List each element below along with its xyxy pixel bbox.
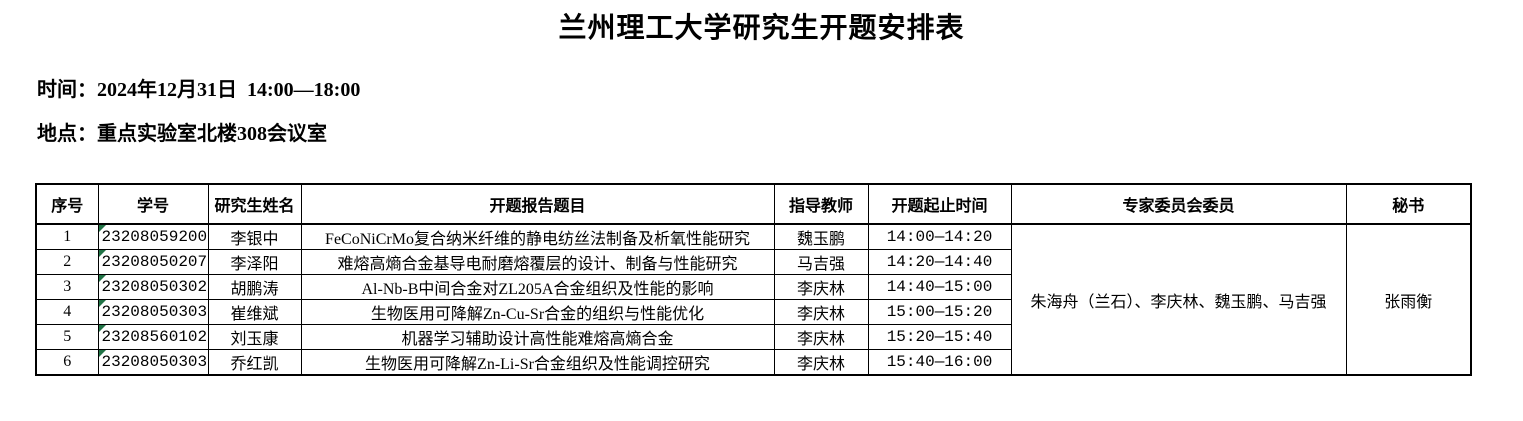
seq-cell: 4 — [35, 299, 99, 325]
student-id-value: 232080503035 — [101, 303, 208, 321]
seq-cell: 3 — [35, 274, 99, 300]
advisor-cell: 李庆林 — [773, 299, 869, 325]
location-line: 地点：重点实验室北楼308会议室 — [37, 117, 327, 146]
excel-warning-triangle-icon — [99, 350, 106, 357]
table-row: 1 232080592009 李银中 FeCoNiCrMo复合纳米纤维的静电纺丝… — [35, 223, 1472, 376]
time-slot-cell: 15:00—15:20 — [867, 299, 1012, 325]
excel-warning-triangle-icon — [99, 300, 106, 307]
seq-cell: 1 — [35, 223, 99, 250]
excel-warning-triangle-icon — [99, 225, 106, 232]
table-row: 3 232080503027 胡鹏涛 Al-Nb-B中间合金对ZL205A合金组… — [35, 274, 1471, 300]
location-value: 重点实验室北楼308会议室 — [97, 123, 327, 145]
student-id-cell: 232080503033 — [97, 349, 209, 376]
student-id-cell: 232085601021 — [97, 324, 209, 350]
header-seq: 序号 — [35, 183, 99, 225]
report-title-cell: 难熔高熵合金基导电耐磨熔覆层的设计、制备与性能研究 — [300, 249, 775, 275]
report-title-cell: 生物医用可降解Zn-Cu-Sr合金的组织与性能优化 — [300, 299, 775, 325]
student-id-cell: 232080503027 — [97, 274, 209, 300]
header-report-title: 开题报告题目 — [300, 183, 775, 225]
time-slot-cell: 15:20—15:40 — [867, 324, 1012, 350]
time-slot-cell: 14:00—14:20 — [867, 223, 1012, 250]
time-label: 时间： — [37, 79, 97, 101]
student-name-cell: 刘玉康 — [207, 324, 302, 350]
report-title-cell: FeCoNiCrMo复合纳米纤维的静电纺丝法制备及析氧性能研究 — [300, 223, 775, 250]
student-name-cell: 乔红凯 — [207, 349, 302, 376]
time-slot-cell: 14:40—15:00 — [867, 274, 1012, 300]
schedule-table: 序号 学号 研究生姓名 开题报告题目 指导教师 开题起止时间 专家委员会委员 秘… — [35, 183, 1472, 376]
seq-cell: 6 — [35, 349, 99, 376]
header-time-slot: 开题起止时间 — [867, 183, 1012, 225]
student-id-value: 232080592009 — [101, 228, 208, 246]
location-label: 地点： — [37, 123, 97, 145]
student-name-cell: 胡鹏涛 — [207, 274, 302, 300]
committee-cell: 朱海舟（兰石）、李庆林、魏玉鹏、马吉强 — [1010, 223, 1347, 376]
student-name-cell: 李银中 — [207, 223, 302, 250]
table-header: 序号 学号 研究生姓名 开题报告题目 指导教师 开题起止时间 专家委员会委员 秘… — [35, 183, 1472, 225]
advisor-cell: 魏玉鹏 — [773, 223, 869, 250]
header-advisor: 指导教师 — [773, 183, 869, 225]
student-id-value: 232080502078 — [101, 253, 208, 271]
table-row: 6 232080503033 乔红凯 生物医用可降解Zn-Li-Sr合金组织及性… — [35, 349, 1471, 376]
student-id-cell: 232080592009 — [97, 223, 209, 250]
excel-warning-triangle-icon — [99, 275, 106, 282]
report-title-cell: 生物医用可降解Zn-Li-Sr合金组织及性能调控研究 — [300, 349, 775, 376]
header-secretary: 秘书 — [1345, 183, 1472, 225]
student-id-value: 232085601021 — [101, 328, 208, 346]
seq-cell: 5 — [35, 324, 99, 350]
header-committee: 专家委员会委员 — [1010, 183, 1347, 225]
report-title-cell: 机器学习辅助设计高性能难熔高熵合金 — [300, 324, 775, 350]
time-line: 时间：2024年12月31日 14:00—18:00 — [37, 73, 360, 102]
time-value: 2024年12月31日 14:00—18:00 — [97, 79, 361, 101]
table-row: 4 232080503035 崔维斌 生物医用可降解Zn-Cu-Sr合金的组织与… — [35, 299, 1471, 325]
student-name-cell: 崔维斌 — [207, 299, 302, 325]
student-id-cell: 232080502078 — [97, 249, 209, 275]
table-row: 2 232080502078 李泽阳 难熔高熵合金基导电耐磨熔覆层的设计、制备与… — [35, 249, 1471, 275]
page-title: 兰州理工大学研究生开题安排表 — [558, 13, 965, 44]
student-id-value: 232080503027 — [101, 278, 208, 296]
student-name-cell: 李泽阳 — [207, 249, 302, 275]
time-slot-cell: 15:40—16:00 — [867, 349, 1012, 376]
advisor-cell: 李庆林 — [773, 324, 869, 350]
time-slot-cell: 14:20—14:40 — [867, 249, 1012, 275]
header-student-name: 研究生姓名 — [207, 183, 302, 225]
report-title-cell: Al-Nb-B中间合金对ZL205A合金组织及性能的影响 — [300, 274, 775, 300]
advisor-cell: 李庆林 — [773, 349, 869, 376]
excel-warning-triangle-icon — [99, 250, 106, 257]
secretary-cell: 张雨衡 — [1345, 223, 1472, 376]
table-row: 5 232085601021 刘玉康 机器学习辅助设计高性能难熔高熵合金 李庆林… — [35, 324, 1471, 350]
advisor-cell: 李庆林 — [773, 274, 869, 300]
excel-warning-triangle-icon — [99, 325, 106, 332]
seq-cell: 2 — [35, 249, 99, 275]
student-id-cell: 232080503035 — [97, 299, 209, 325]
advisor-cell: 马吉强 — [773, 249, 869, 275]
student-id-value: 232080503033 — [101, 353, 208, 371]
header-row: 序号 学号 研究生姓名 开题报告题目 指导教师 开题起止时间 专家委员会委员 秘… — [35, 183, 1472, 225]
schedule-body: 1 232080592009 李银中 FeCoNiCrMo复合纳米纤维的静电纺丝… — [35, 223, 1472, 376]
header-student-id: 学号 — [97, 183, 209, 225]
